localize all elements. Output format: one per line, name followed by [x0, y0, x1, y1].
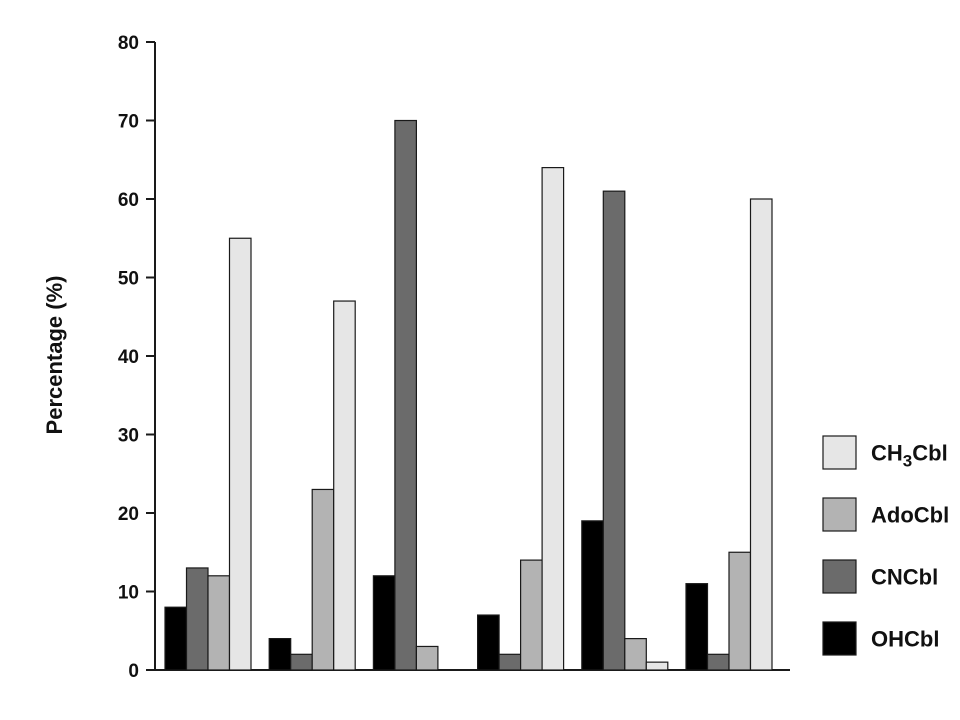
legend: CH3Cbl AdoCbl CNCbl OHCbl [822, 435, 949, 656]
y-tick-label: 80 [118, 33, 139, 54]
legend-label: CNCbl [871, 565, 938, 590]
bar-cncbl [602, 190, 626, 671]
bar-group [372, 119, 439, 671]
legend-swatch [822, 435, 857, 470]
y-tick-label: 10 [118, 583, 139, 604]
bar-ohcbl [372, 575, 396, 671]
bar-ohcbl [268, 637, 292, 671]
bar-group [685, 198, 773, 671]
bar-adocbl [624, 637, 647, 671]
y-tick-label: 0 [128, 661, 139, 682]
bars [164, 119, 773, 671]
bar-adocbl [415, 645, 439, 671]
bar-cncbl [290, 653, 313, 671]
bar-ch3cbl [749, 198, 773, 671]
legend-label: AdoCbl [871, 503, 949, 528]
bar-ch3cbl [541, 167, 565, 671]
bar-ch3cbl [228, 237, 252, 671]
y-tick-label: 70 [118, 112, 139, 133]
bar-group [477, 167, 565, 671]
bar-adocbl [519, 559, 543, 671]
y-axis-title: Percentage (%) [42, 276, 67, 435]
bar-ohcbl [685, 583, 709, 671]
bar-ohcbl [581, 520, 604, 671]
bar-ch3cbl [333, 300, 356, 671]
bar-group [164, 237, 252, 671]
bar-adocbl [207, 575, 231, 671]
y-tick-label: 20 [118, 504, 139, 525]
y-ticks: 0 10 20 30 40 50 60 70 80 [118, 33, 155, 682]
bar-adocbl [728, 551, 752, 671]
legend-item: AdoCbl [822, 497, 949, 532]
bar-cncbl [394, 119, 417, 671]
plot-area: 0 10 20 30 40 50 60 70 80 [118, 33, 790, 682]
y-tick-label: 30 [118, 426, 139, 447]
legend-label: OHCbl [871, 627, 939, 652]
bar-ohcbl [477, 614, 500, 671]
bar-ohcbl [164, 606, 188, 671]
legend-label: CH3Cbl [871, 441, 948, 471]
legend-item: OHCbl [822, 621, 939, 656]
bar-adocbl [311, 488, 335, 671]
bar-cncbl [185, 567, 209, 671]
bar-group [581, 190, 669, 671]
bar-ch3cbl [645, 661, 669, 671]
legend-item: CNCbl [822, 559, 938, 594]
bar-cncbl [498, 653, 522, 671]
bar-cncbl [706, 653, 730, 671]
legend-swatch [822, 559, 857, 594]
bar-group [268, 300, 356, 671]
y-tick-label: 50 [118, 269, 139, 290]
legend-swatch [822, 497, 857, 532]
legend-swatch [822, 621, 857, 656]
y-tick-label: 40 [118, 347, 139, 368]
legend-item: CH3Cbl [822, 435, 948, 471]
y-tick-label: 60 [118, 190, 139, 211]
